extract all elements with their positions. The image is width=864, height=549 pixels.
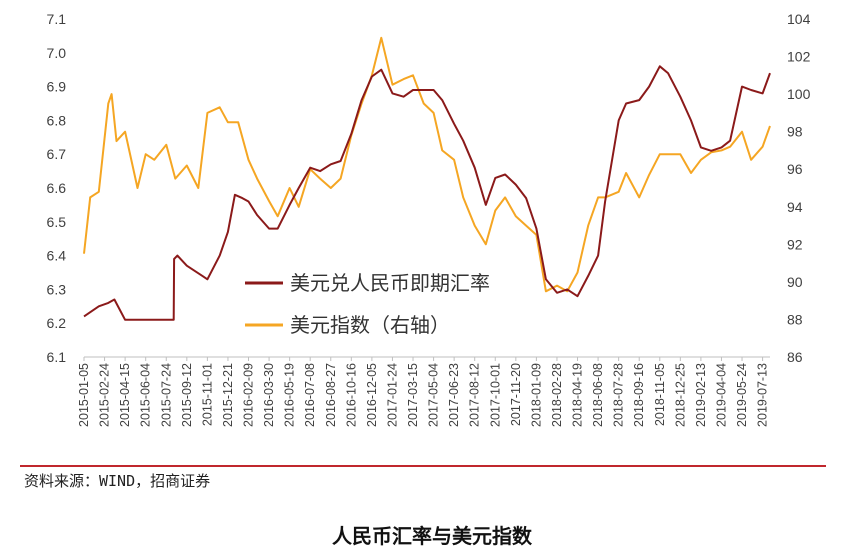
source-divider bbox=[20, 465, 826, 467]
left-tick-label: 6.8 bbox=[47, 112, 67, 128]
left-tick-label: 6.3 bbox=[47, 281, 67, 297]
left-tick-label: 6.7 bbox=[47, 146, 67, 162]
chart-title: 人民币汇率与美元指数 bbox=[332, 524, 532, 548]
x-tick-label: 2018-07-28 bbox=[612, 363, 626, 427]
x-tick-label: 2018-01-09 bbox=[529, 363, 543, 427]
series-line-dxy bbox=[83, 36, 771, 293]
x-tick-label: 2015-09-12 bbox=[180, 363, 194, 427]
right-tick-label: 90 bbox=[787, 274, 803, 290]
x-tick-label: 2015-04-15 bbox=[118, 363, 132, 427]
x-tick-label: 2018-04-19 bbox=[571, 363, 585, 427]
right-tick-label: 100 bbox=[787, 86, 811, 102]
x-axis: 2015-01-05 2015-02-24 2015-04-15 2015-06-04… bbox=[77, 357, 770, 427]
x-tick-label: 2016-07-08 bbox=[303, 363, 317, 427]
right-axis: 86 88 90 92 94 96 98 100 102 104 bbox=[787, 11, 811, 365]
x-tick-label: 2015-02-24 bbox=[98, 363, 112, 427]
x-tick-label: 2017-08-12 bbox=[468, 363, 482, 427]
x-tick-label: 2019-04-04 bbox=[714, 363, 728, 427]
x-tick-label: 2016-08-27 bbox=[324, 363, 338, 427]
legend-label: 美元兑人民币即期汇率 bbox=[290, 271, 490, 295]
x-tick-label: 2017-01-24 bbox=[385, 363, 399, 427]
x-tick-label: 2018-11-05 bbox=[653, 363, 667, 426]
right-tick-label: 92 bbox=[787, 236, 803, 252]
right-tick-label: 94 bbox=[787, 199, 803, 215]
x-tick-label: 2017-03-15 bbox=[406, 363, 420, 427]
right-tick-label: 96 bbox=[787, 161, 803, 177]
x-tick-label: 2015-06-04 bbox=[139, 363, 153, 427]
chart-lines bbox=[83, 36, 771, 321]
legend-label: 美元指数（右轴） bbox=[290, 313, 450, 337]
x-tick-label: 2018-12-25 bbox=[673, 363, 687, 427]
x-tick-label: 2016-05-19 bbox=[283, 363, 297, 427]
x-tick-label: 2016-10-16 bbox=[344, 363, 358, 427]
x-tick-label: 2018-02-28 bbox=[550, 363, 564, 427]
x-tick-label: 2017-10-01 bbox=[488, 363, 502, 427]
x-tick-label: 2015-11-01 bbox=[200, 363, 214, 426]
x-tick-label: 2016-02-09 bbox=[242, 363, 256, 427]
right-tick-label: 102 bbox=[787, 49, 811, 65]
left-tick-label: 6.6 bbox=[47, 180, 67, 196]
right-tick-label: 98 bbox=[787, 124, 803, 140]
x-tick-label: 2019-07-13 bbox=[756, 363, 770, 427]
x-tick-label: 2016-12-05 bbox=[365, 363, 379, 427]
left-tick-label: 6.4 bbox=[47, 248, 67, 264]
left-axis: 6.1 6.2 6.3 6.4 6.5 6.6 6.7 6.8 6.9 7.0 7.1 bbox=[47, 11, 67, 365]
left-tick-label: 6.5 bbox=[47, 214, 67, 230]
left-tick-label: 6.2 bbox=[47, 315, 67, 331]
source-note: 资料来源：WIND，招商证券 bbox=[24, 472, 211, 490]
x-tick-label: 2015-12-21 bbox=[221, 363, 235, 427]
series-line-usdcny bbox=[83, 65, 771, 321]
x-tick-label: 2018-09-16 bbox=[632, 363, 646, 427]
x-tick-label: 2015-07-24 bbox=[159, 363, 173, 427]
x-tick-label: 2015-01-05 bbox=[77, 363, 91, 427]
left-tick-label: 7.1 bbox=[47, 11, 67, 27]
x-tick-label: 2017-06-23 bbox=[447, 363, 461, 427]
chart: 6.1 6.2 6.3 6.4 6.5 6.6 6.7 6.8 6.9 7.0 7.1 86 88 90… bbox=[47, 11, 811, 427]
right-tick-label: 86 bbox=[787, 349, 803, 365]
left-tick-label: 6.1 bbox=[47, 349, 67, 365]
x-tick-label: 2018-06-08 bbox=[591, 363, 605, 427]
x-tick-label: 2017-11-20 bbox=[509, 363, 523, 426]
right-tick-label: 104 bbox=[787, 11, 811, 27]
left-tick-label: 7.0 bbox=[47, 45, 67, 61]
x-tick-label: 2019-05-24 bbox=[735, 363, 749, 427]
x-tick-label: 2017-05-04 bbox=[427, 363, 441, 427]
right-tick-label: 88 bbox=[787, 311, 803, 327]
x-tick-label: 2016-03-30 bbox=[262, 363, 276, 427]
left-tick-label: 6.9 bbox=[47, 79, 67, 95]
x-tick-label: 2019-02-13 bbox=[694, 363, 708, 427]
